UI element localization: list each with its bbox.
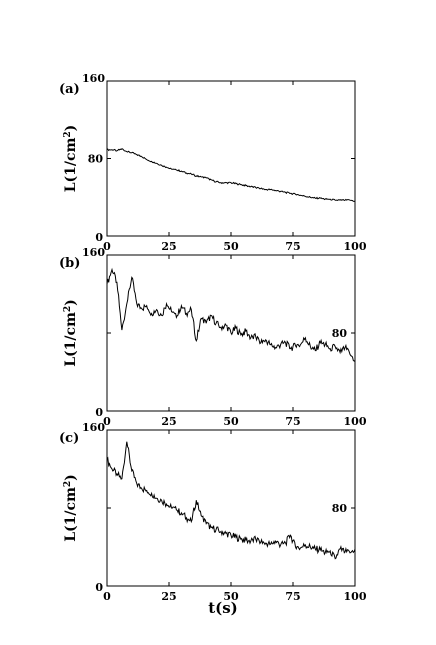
x-tick-label: 50 xyxy=(223,240,239,253)
x-tick-label: 75 xyxy=(285,590,300,603)
y-tick-label: 0 xyxy=(95,406,103,419)
y-tick-label: 160 xyxy=(82,421,105,434)
x-tick-label: 25 xyxy=(161,590,176,603)
y-axis-label-sup: 2 xyxy=(63,481,73,487)
x-tick-label: 50 xyxy=(223,415,239,428)
x-tick-label: 100 xyxy=(344,240,367,253)
y-axis-label-sup: 2 xyxy=(63,131,73,137)
x-tick-label: 75 xyxy=(285,415,300,428)
y-tick-label: 160 xyxy=(82,72,105,85)
y-tick-label: 0 xyxy=(95,231,103,244)
y-axis-label-main: L(1/cm xyxy=(63,312,79,367)
panel-3: 0 25 50 75 100 0 80 160(c) L(1/cm2) t(s) xyxy=(59,421,367,617)
x-tick-label: 100 xyxy=(344,415,367,428)
series-line-1 xyxy=(106,267,356,362)
y-axis-label-main: L(1/cm xyxy=(63,137,79,192)
y-tick-label: 0 xyxy=(95,581,103,594)
y-axis-label: L(1/cm2) xyxy=(63,125,79,193)
y-axis-label-main: L(1/cm xyxy=(63,487,79,542)
panel-label: (a) xyxy=(59,82,80,97)
x-tick-label: 100 xyxy=(344,590,367,603)
panel-label: (b) xyxy=(59,256,80,271)
panel-2: 0 25 50 75 100 0 80 160(b) L(1/cm2) xyxy=(59,246,367,428)
y-axis-label-close: ) xyxy=(63,125,79,132)
x-tick-label: 25 xyxy=(161,240,176,253)
plot-frame xyxy=(106,429,356,587)
y-tick-label: 80 xyxy=(332,327,348,340)
y-axis-label-sup: 2 xyxy=(63,306,73,312)
x-tick-label: 0 xyxy=(103,415,111,428)
y-axis-label-close: ) xyxy=(63,474,79,481)
y-tick-label: 160 xyxy=(82,246,105,259)
y-tick-label: 80 xyxy=(332,502,348,515)
y-axis-label: L(1/cm2) xyxy=(63,474,79,542)
x-tick-label: 75 xyxy=(285,240,300,253)
y-axis-label: L(1/cm2) xyxy=(63,299,79,367)
x-tick-label: 0 xyxy=(103,590,111,603)
x-axis-label: t(s) xyxy=(208,599,238,617)
x-tick-label: 25 xyxy=(161,415,176,428)
panel-label: (c) xyxy=(59,431,79,446)
x-tick-label: 50 xyxy=(223,590,239,603)
panel-1: 0 25 50 75 100 0 80 160(a) L(1/cm2) xyxy=(59,72,367,253)
series-line-1 xyxy=(106,148,356,202)
plot-frame xyxy=(106,80,356,237)
y-axis-label-close: ) xyxy=(63,299,79,306)
x-tick-label: 0 xyxy=(103,240,111,253)
y-tick-label: 80 xyxy=(88,153,104,166)
series-line-1 xyxy=(106,441,356,560)
